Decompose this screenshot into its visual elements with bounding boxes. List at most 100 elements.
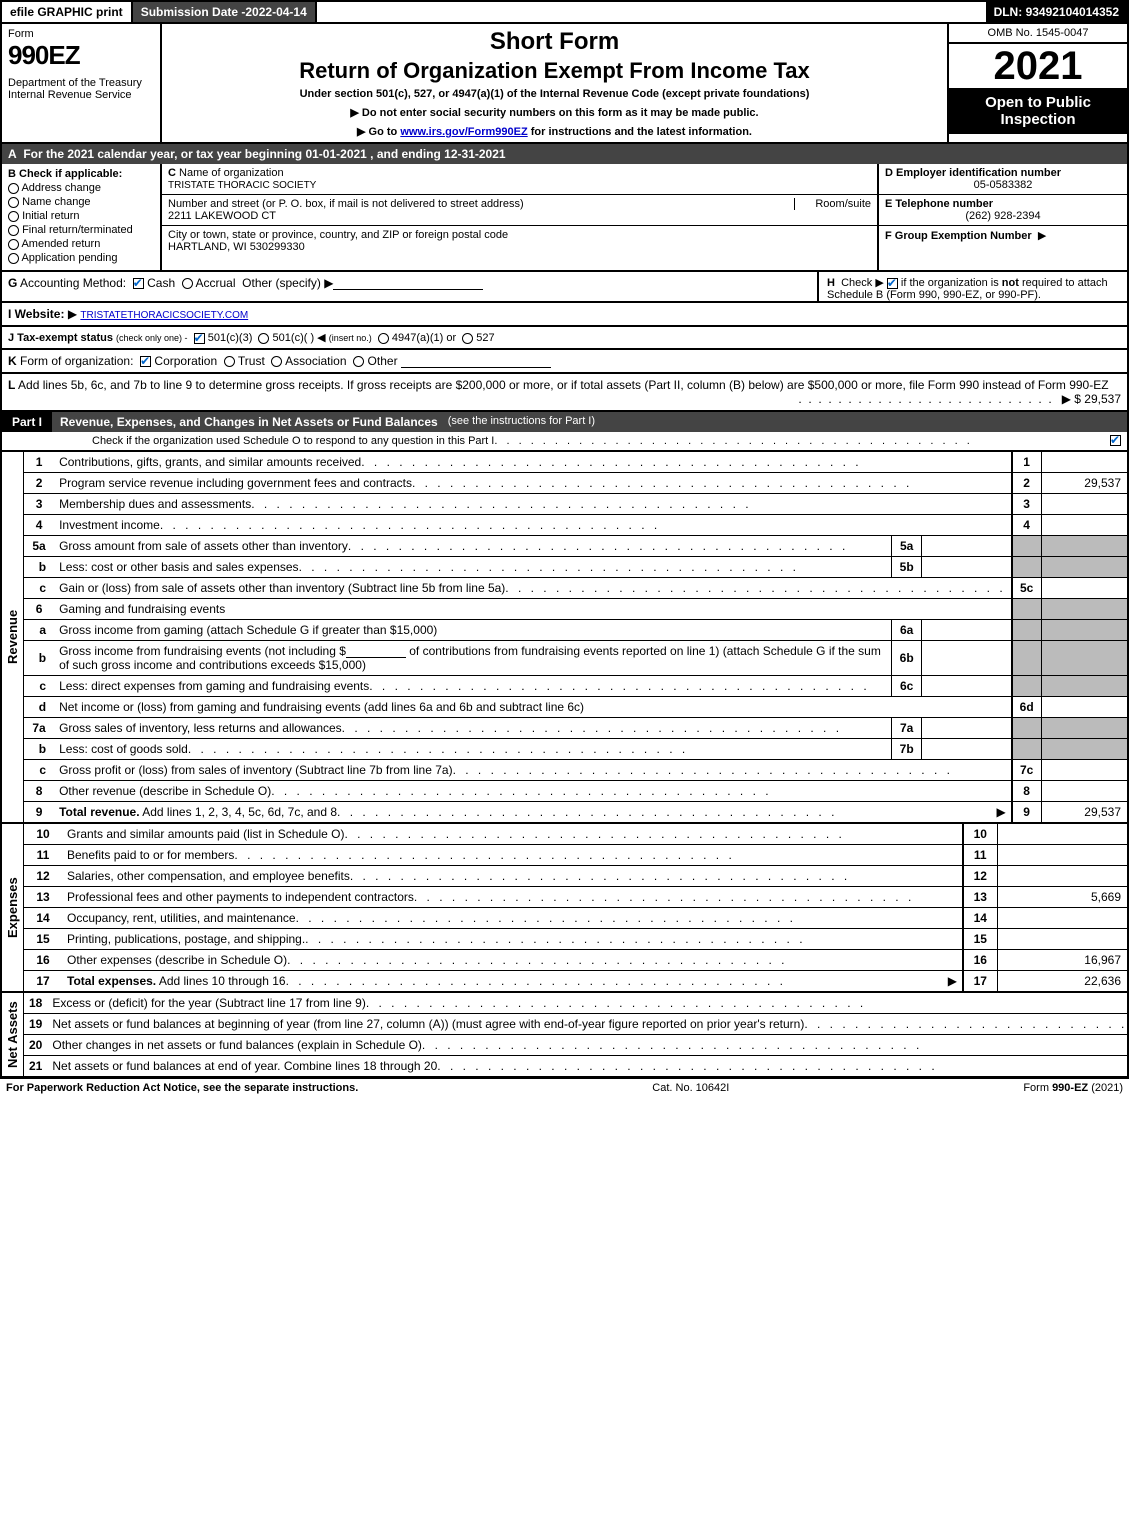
telephone-label: E Telephone number [885, 198, 1121, 210]
addr-label: Number and street (or P. O. box, if mail… [168, 198, 524, 210]
row-l: L Add lines 5b, 6c, and 7b to line 9 to … [0, 374, 1129, 412]
chk-name-change: Name change [22, 196, 91, 208]
association-checkbox[interactable] [271, 356, 282, 367]
arrow-icon: ▶ [357, 126, 365, 138]
tax-year: 2021 [949, 44, 1127, 88]
line-6c: cLess: direct expenses from gaming and f… [24, 676, 1127, 697]
6b-amount-input[interactable] [346, 644, 406, 658]
501c-label: 501(c)( ) [273, 332, 315, 344]
chk-app-pending: Application pending [21, 252, 117, 264]
line-19: 19Net assets or fund balances at beginni… [24, 1014, 1129, 1035]
org-name: TRISTATE THORACIC SOCIETY [168, 180, 316, 191]
section-b-left: B Check if applicable: Address change Na… [2, 164, 162, 270]
line-6b: bGross income from fundraising events (n… [24, 641, 1127, 676]
line-6: 6Gaming and fundraising events [24, 599, 1127, 620]
telephone-value: (262) 928-2394 [885, 210, 1121, 222]
arrow-icon: ▶ [350, 107, 358, 119]
527-checkbox[interactable] [462, 333, 473, 344]
arrow-icon: ▶ [948, 974, 957, 988]
arrow-icon: ▶ [68, 307, 77, 321]
chk-amended: Amended return [21, 238, 100, 250]
open-to-public: Open to Public Inspection [949, 88, 1127, 134]
row-i: I Website: ▶ TRISTATETHORACICSOCIETY.COM [0, 303, 1129, 327]
section-bcdef: B Check if applicable: Address change Na… [0, 164, 1129, 272]
line-20: 20Other changes in net assets or fund ba… [24, 1035, 1129, 1056]
line-a-prefix: A [8, 147, 17, 161]
address-change-checkbox[interactable] [8, 183, 19, 194]
efile-label[interactable]: efile GRAPHIC print [2, 2, 133, 22]
corporation-checkbox[interactable] [140, 356, 151, 367]
short-form-title: Short Form [168, 28, 941, 56]
line-9: 9Total revenue. Add lines 1, 2, 3, 4, 5c… [24, 802, 1127, 823]
cash-label: Cash [147, 276, 175, 290]
note-ssn: ▶ Do not enter social security numbers o… [168, 106, 941, 119]
net-assets-section: Net Assets 18Excess or (deficit) for the… [0, 993, 1129, 1078]
4947-checkbox[interactable] [378, 333, 389, 344]
initial-return-checkbox[interactable] [8, 211, 19, 222]
note-goto: ▶ Go to www.irs.gov/Form990EZ for instru… [168, 125, 941, 138]
line-2: 2Program service revenue including gover… [24, 473, 1127, 494]
expenses-vertical-label: Expenses [2, 824, 24, 991]
line-10: 10Grants and similar amounts paid (list … [24, 824, 1127, 845]
ein-label: D Employer identification number [885, 167, 1121, 179]
j-label: J Tax-exempt status [8, 332, 113, 344]
arrow-left-icon: ◀ [317, 332, 325, 344]
trust-checkbox[interactable] [224, 356, 235, 367]
irs-link[interactable]: www.irs.gov/Form990EZ [400, 126, 527, 138]
topbar-spacer [317, 2, 986, 22]
arrow-icon: ▶ [996, 805, 1005, 819]
final-return-checkbox[interactable] [8, 225, 19, 236]
omb-number: OMB No. 1545-0047 [949, 24, 1127, 44]
name-change-checkbox[interactable] [8, 197, 19, 208]
return-title: Return of Organization Exempt From Incom… [168, 58, 941, 84]
line-11: 11Benefits paid to or for members11 [24, 845, 1127, 866]
form-word: Form [8, 28, 154, 40]
schedule-o-checkbox[interactable] [1110, 435, 1121, 446]
501c3-label: 501(c)(3) [208, 332, 253, 344]
net-assets-vertical-label: Net Assets [2, 993, 24, 1076]
dots [494, 435, 1110, 447]
addr-value: 2211 LAKEWOOD CT [168, 210, 276, 222]
line-7c: cGross profit or (loss) from sales of in… [24, 760, 1127, 781]
line-15: 15Printing, publications, postage, and s… [24, 929, 1127, 950]
b-letter: B [8, 168, 16, 180]
footer-form-post: (2021) [1088, 1082, 1123, 1094]
other-org-input[interactable] [401, 354, 551, 368]
amended-return-checkbox[interactable] [8, 239, 19, 250]
h-check-text: Check ▶ [841, 277, 884, 289]
other-org-checkbox[interactable] [353, 356, 364, 367]
527-label: 527 [476, 332, 494, 344]
revenue-vertical-label: Revenue [2, 452, 24, 822]
website-link[interactable]: TRISTATETHORACICSOCIETY.COM [80, 310, 248, 321]
row-g-h: G Accounting Method: Cash Accrual Other … [0, 272, 1129, 303]
application-pending-checkbox[interactable] [8, 253, 19, 264]
expenses-section: Expenses 10Grants and similar amounts pa… [0, 824, 1129, 993]
row-k: K Form of organization: Corporation Trus… [0, 350, 1129, 374]
other-specify-input[interactable] [333, 276, 483, 290]
schedule-b-checkbox[interactable] [887, 278, 898, 289]
net-assets-table: 18Excess or (deficit) for the year (Subt… [24, 993, 1129, 1076]
header-right: OMB No. 1545-0047 2021 Open to Public In… [947, 24, 1127, 142]
note2-post: for instructions and the latest informat… [528, 126, 752, 138]
accounting-method-label: Accounting Method: [20, 276, 126, 290]
footer-form-num: 990-EZ [1052, 1082, 1088, 1094]
line-7b: bLess: cost of goods sold7b [24, 739, 1127, 760]
line-8: 8Other revenue (describe in Schedule O)8 [24, 781, 1127, 802]
arrow-icon: ▶ [1062, 392, 1071, 406]
header-left: Form 990EZ Department of the Treasury In… [2, 24, 162, 142]
check-if-applicable: Check if applicable: [19, 168, 122, 180]
line-6a: aGross income from gaming (attach Schedu… [24, 620, 1127, 641]
501c-checkbox[interactable] [258, 333, 269, 344]
part-i-label: Part I [2, 412, 52, 432]
line-5a: 5aGross amount from sale of assets other… [24, 536, 1127, 557]
footer-form-pre: Form [1023, 1082, 1052, 1094]
line-4: 4Investment income4 [24, 515, 1127, 536]
expenses-table: 10Grants and similar amounts paid (list … [24, 824, 1127, 991]
line-5b: bLess: cost or other basis and sales exp… [24, 557, 1127, 578]
line-13: 13Professional fees and other payments t… [24, 887, 1127, 908]
part-i-header: Part I Revenue, Expenses, and Changes in… [0, 412, 1129, 452]
insert-no: (insert no.) [329, 333, 372, 343]
cash-checkbox[interactable] [133, 278, 144, 289]
accrual-checkbox[interactable] [182, 278, 193, 289]
501c3-checkbox[interactable] [194, 333, 205, 344]
